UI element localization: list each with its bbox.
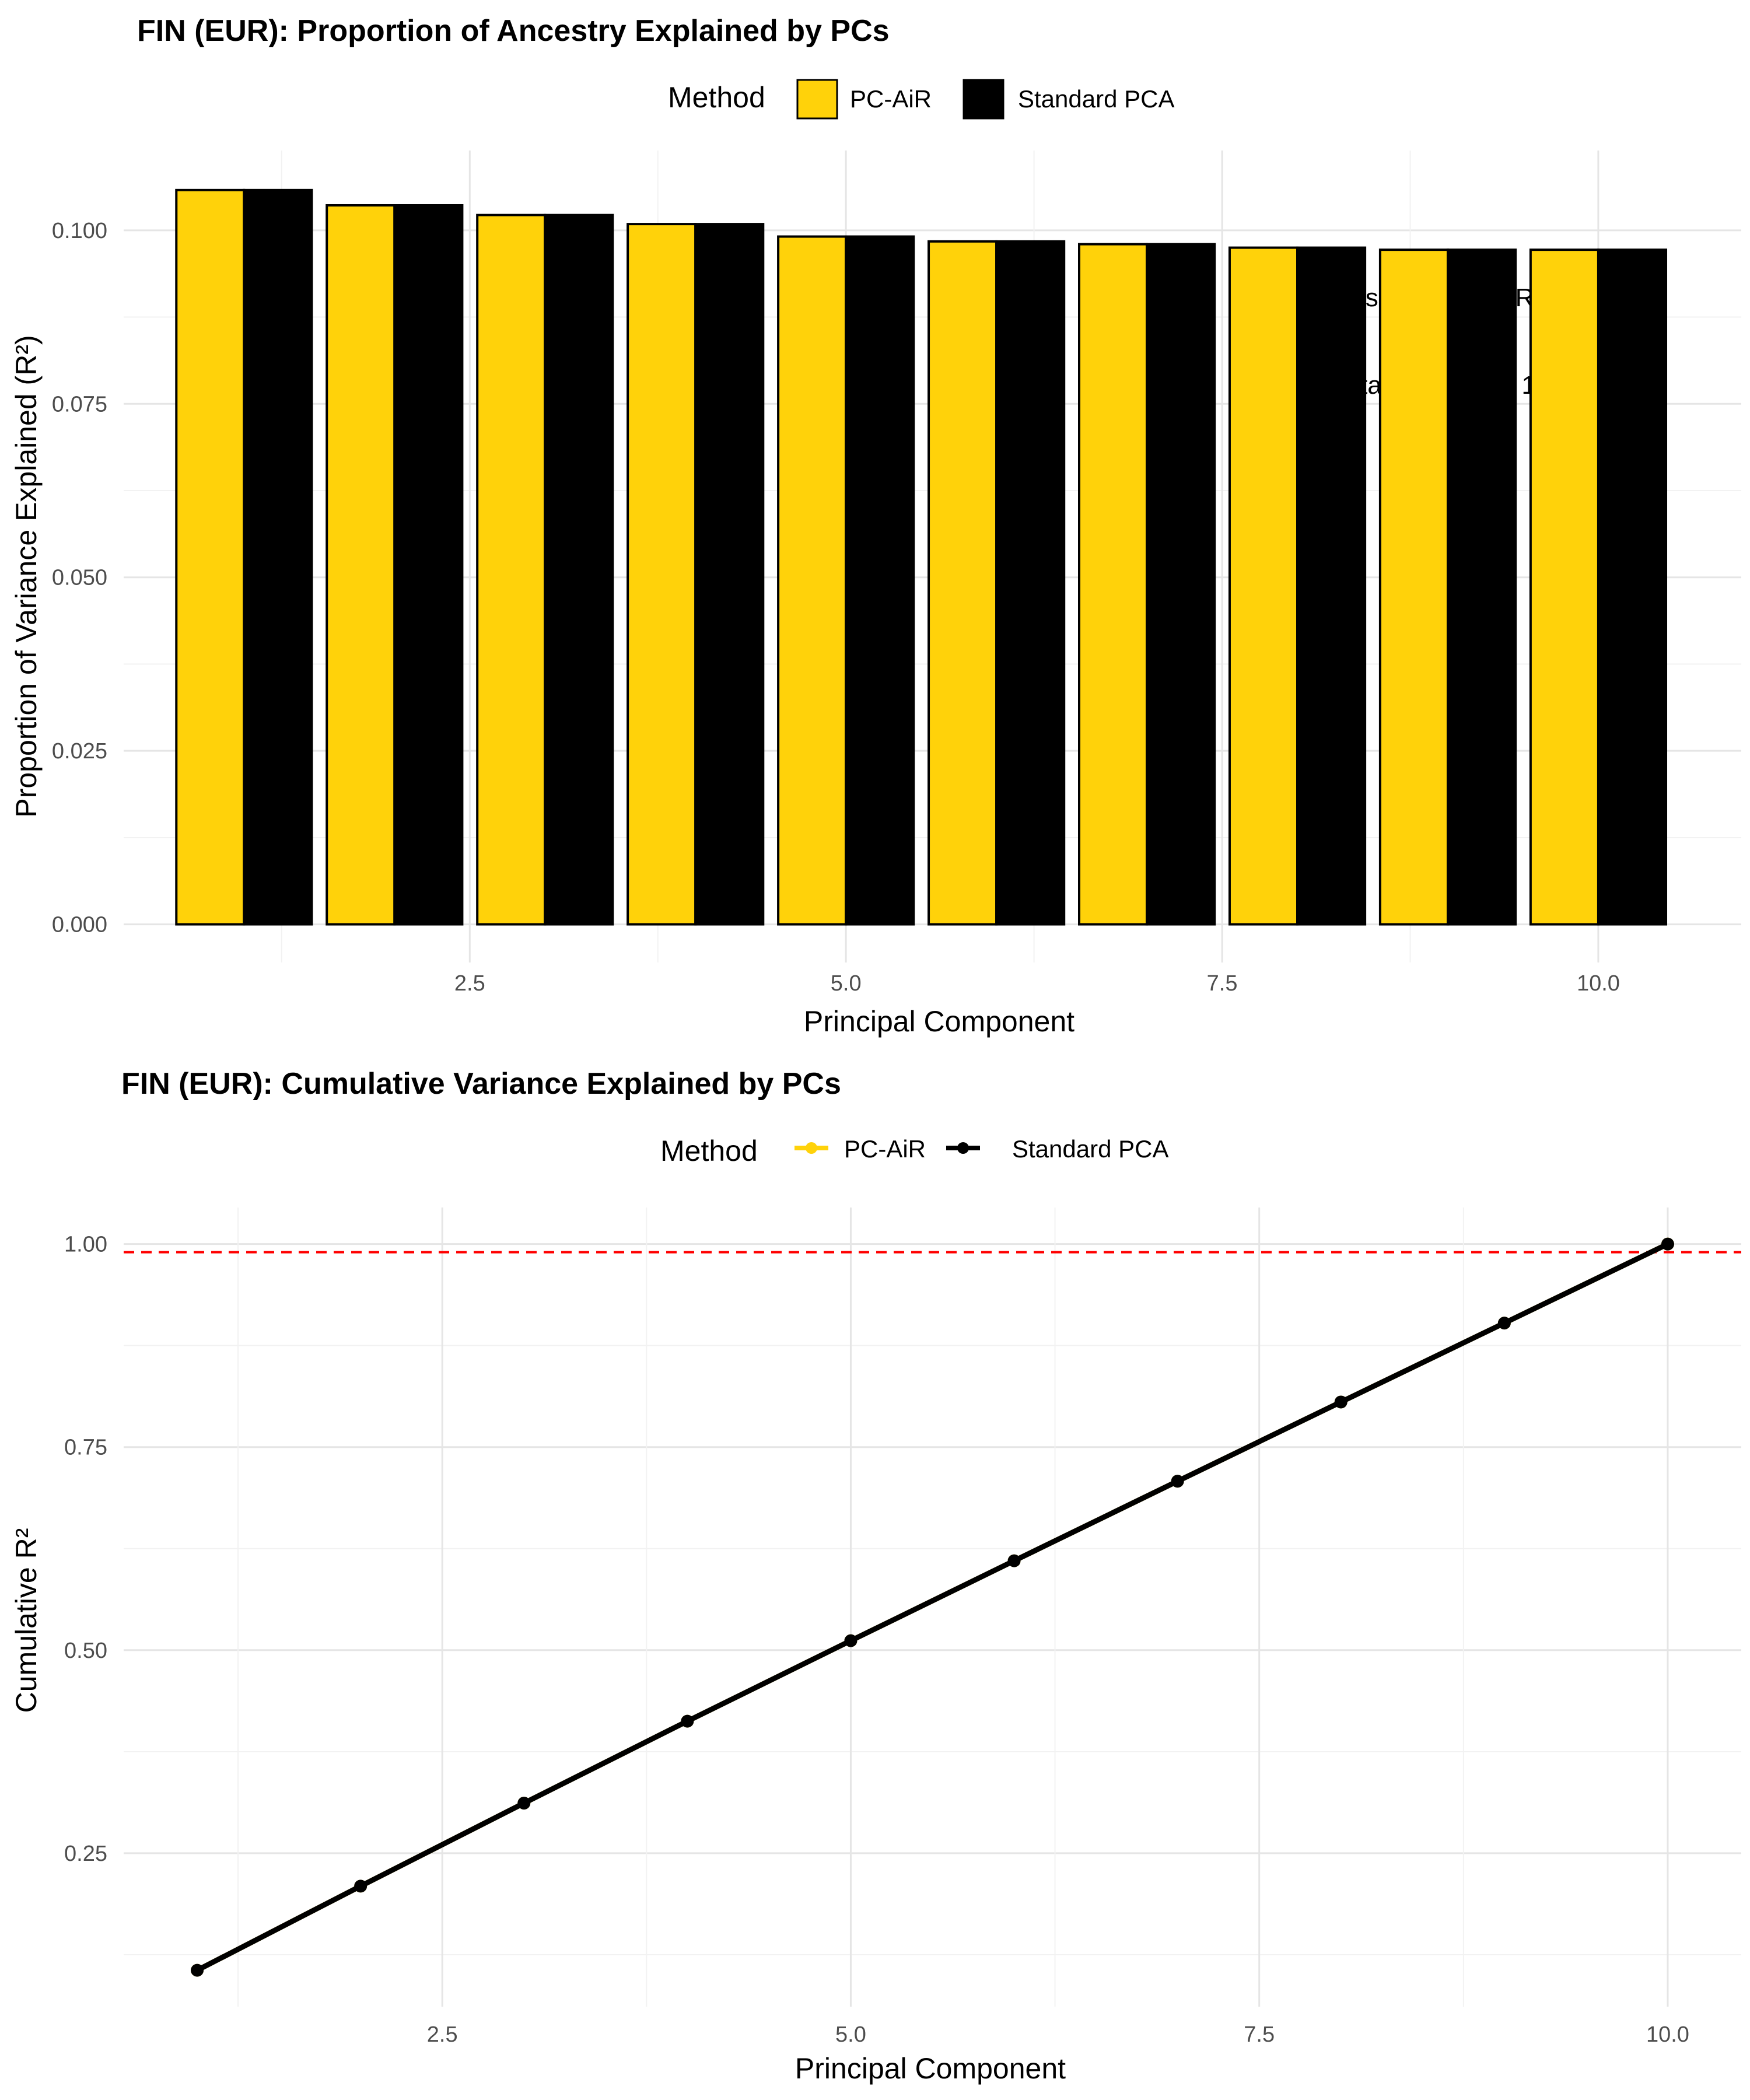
line-chart-y-tick-labels: 0.25 0.50 0.75 1.00 [64,1233,107,1866]
line-chart-y-axis-title: Cumulative R² [10,1528,43,1713]
line-chart: FIN (EUR): Cumulative Variance Explained… [10,1067,1741,2085]
bar-chart-y-axis-title: Proportion of Variance Explained (R²) [10,335,43,817]
bar-pcair-pc4 [626,223,697,926]
bar-standard-pc9 [1446,249,1517,926]
line-chart-legend: Method PC-AiR Standard PCA [660,1135,1169,1167]
bar-standard-pc5 [845,235,915,926]
point-standard-pc7 [1171,1475,1184,1488]
line-x-tick-label: 10.0 [1646,2022,1689,2047]
bar-pcair-pc9 [1378,249,1449,926]
bar-legend-key-pcair [796,79,838,120]
point-standard-pc8 [1334,1395,1348,1409]
bar-chart-bars [175,188,1367,926]
bar-x-tick-label: 2.5 [454,971,485,996]
bar-standard-pc4 [694,223,765,926]
line-chart-gridlines [124,1208,1741,2007]
bar-pcair-pc8 [1228,246,1299,926]
bar-standard-pc1 [243,188,313,926]
bar-chart-title: FIN (EUR): Proportion of Ancestry Explai… [137,14,890,48]
point-standard-pc5 [844,1634,858,1647]
bar-standard-pc2 [393,204,464,926]
line-chart-series [191,1237,1674,1977]
bar-pcair-pc7 [1078,243,1149,926]
bar-chart-bars-front [1378,249,1668,926]
bar-standard-pc6 [995,240,1066,926]
bar-legend-label-standard: Standard PCA [1018,85,1175,113]
bar-y-tick-label: 0.050 [52,566,107,590]
point-standard-pc1 [191,1964,204,1977]
bar-x-tick-label: 10.0 [1577,971,1620,996]
point-standard-pc3 [517,1797,531,1810]
bar-x-tick-label: 7.5 [1207,971,1238,996]
line-y-tick-label: 0.50 [64,1639,107,1663]
bar-y-tick-label: 0.000 [52,913,107,937]
point-standard-pc2 [354,1880,368,1893]
bar-x-tick-label: 5.0 [831,971,862,996]
bar-pcair-pc1 [175,188,246,926]
line-legend-dot-pcair [806,1142,817,1154]
bar-standard-pc3 [544,214,614,926]
bar-pcair-pc3 [476,214,547,926]
bar-pcair-pc10 [1529,249,1600,926]
series-line-standard [195,1241,1669,1973]
line-legend-title: Method [660,1135,758,1167]
line-chart-x-tick-labels: 2.5 5.0 7.5 10.0 [427,2022,1689,2047]
point-standard-pc6 [1007,1554,1021,1567]
line-legend-label-pcair: PC-AiR [844,1135,926,1163]
line-x-tick-label: 7.5 [1244,2022,1275,2047]
bar-chart-x-tick-labels: 2.5 5.0 7.5 10.0 [454,971,1620,996]
line-chart-x-axis-title: Principal Component [795,2052,1066,2085]
line-y-tick-label: 0.25 [64,1842,107,1866]
bar-chart: FIN (EUR): Proportion of Ancestry Explai… [10,14,1741,1038]
bar-legend-title: Method [668,81,765,114]
line-y-tick-label: 0.75 [64,1436,107,1460]
line-x-tick-label: 5.0 [835,2022,866,2047]
line-y-tick-label: 1.00 [64,1233,107,1257]
bar-y-tick-label: 0.075 [52,392,107,416]
bar-legend-label-pcair: PC-AiR [850,85,932,113]
bar-standard-pc8 [1296,246,1367,926]
bar-pcair-pc5 [777,235,848,926]
bar-chart-legend: Method PC-AiR Standard PCA [668,79,1175,120]
bar-y-tick-label: 0.100 [52,219,107,243]
bar-legend-key-standard [963,79,1005,120]
line-x-tick-label: 2.5 [427,2022,458,2047]
line-chart-title: FIN (EUR): Cumulative Variance Explained… [121,1067,841,1101]
bar-standard-pc7 [1146,243,1216,926]
bar-chart-y-tick-labels: 0.000 0.025 0.050 0.075 0.100 [52,219,107,937]
point-standard-pc10 [1661,1237,1674,1251]
bar-pcair-pc6 [928,240,998,926]
line-legend-label-standard: Standard PCA [1012,1135,1169,1163]
point-standard-pc9 [1497,1317,1511,1330]
bar-standard-pc10 [1597,249,1668,926]
point-standard-pc4 [681,1714,694,1728]
bar-pcair-pc2 [326,204,396,926]
bar-y-tick-label: 0.025 [52,739,107,764]
line-legend-dot-standard [957,1142,969,1154]
bar-chart-x-axis-title: Principal Component [804,1005,1074,1038]
